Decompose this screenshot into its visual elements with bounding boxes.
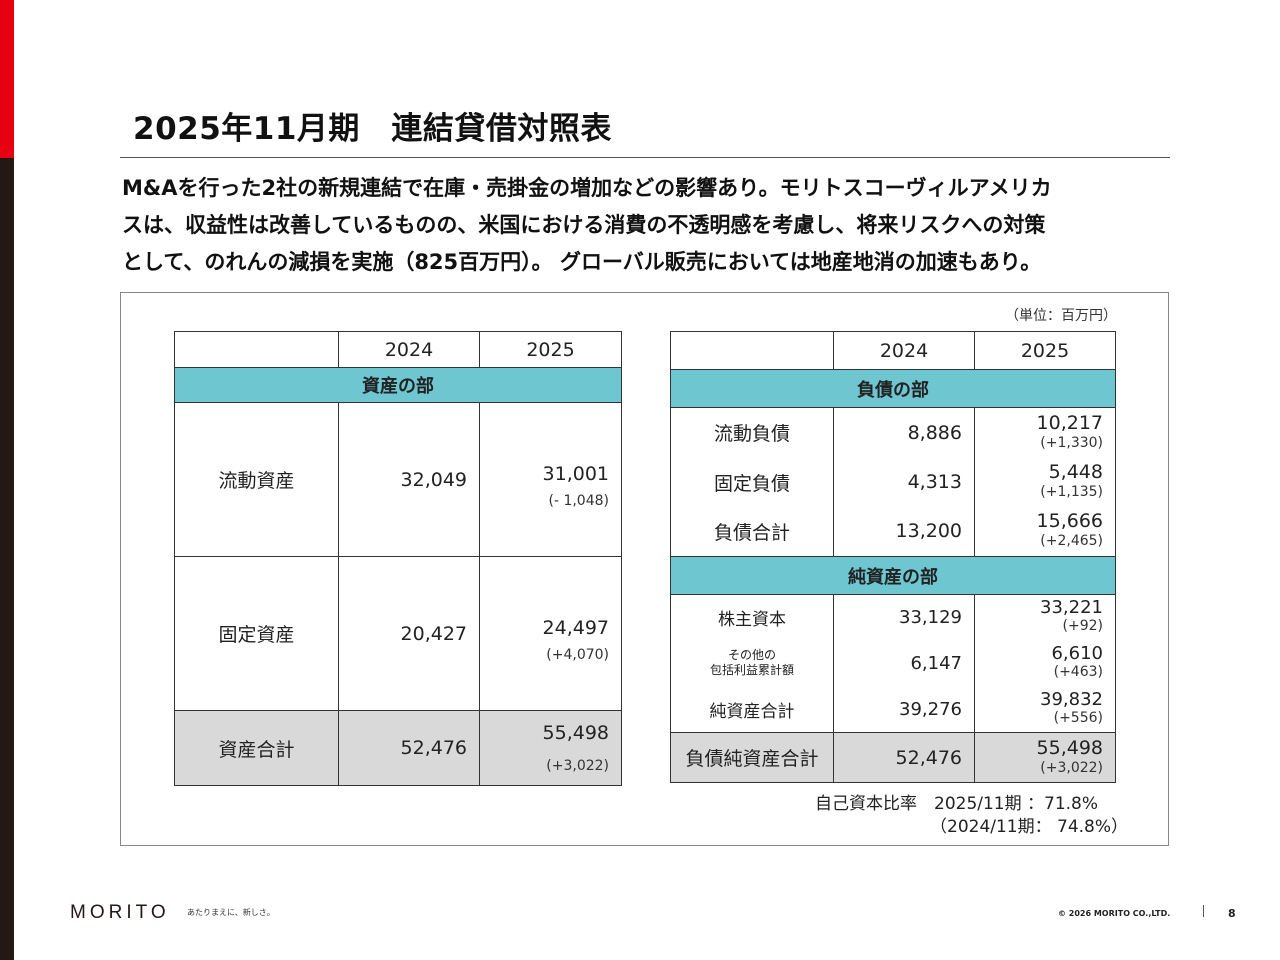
company-logo: MORITO [70, 902, 170, 923]
change-value: (+556) [1053, 710, 1103, 727]
section-heading: 負債の部 [670, 369, 1116, 408]
row-label: 流動負債 [670, 407, 834, 458]
value-2024: 32,049 [338, 402, 480, 557]
header-blank [670, 331, 834, 370]
table-row: 株主資本 33,129 33,221 (+92) [670, 594, 1116, 640]
total-row: 資産合計 52,476 55,498 (+3,022) [174, 710, 622, 786]
equity-ratio-current: 自己資本比率 2025/11期 ：71.8% [815, 794, 1099, 814]
value-2025: 15,666 [1036, 510, 1103, 533]
brand-accent-bar [0, 0, 14, 158]
table-row: 流動資産 32,049 31,001 (- 1,048) [174, 402, 622, 557]
header-blank [174, 331, 339, 368]
change-value: (+4,070) [546, 646, 609, 663]
liabilities-header-row: 2024 2025 [670, 331, 1116, 370]
row-label: 負債合計 [670, 506, 834, 557]
page-separator [1203, 905, 1204, 917]
section-heading: 純資産の部 [670, 556, 1116, 595]
table-row: 負債合計 13,200 15,666 (+2,465) [670, 506, 1116, 557]
value-2025: 5,448 [1048, 461, 1103, 483]
table-row: 固定資産 20,427 24,497 (+4,070) [174, 556, 622, 711]
company-slogan: あたりまえに、新しさ。 [187, 908, 275, 917]
row-label-cell: その他の 包括利益累計額 [670, 639, 834, 687]
assets-header-row: 2024 2025 [174, 331, 622, 368]
value-2025-cell: 55,498 (+3,022) [479, 710, 622, 786]
copyright: © 2026 MORITO CO.,LTD. [1058, 909, 1171, 918]
year-header: 2025 [974, 331, 1116, 370]
equity-ratio-prior: （2024/11期： 74.8%） [930, 817, 1129, 837]
value-2025: 31,001 [542, 462, 609, 485]
value-2024: 4,313 [833, 457, 975, 507]
value-2025: 33,221 [1040, 597, 1103, 619]
change-value: (+1,135) [1040, 484, 1103, 500]
unit-label: （単位：百万円） [1005, 308, 1117, 324]
change-value: (+463) [1053, 664, 1103, 680]
equity-section-row: 純資産の部 [670, 556, 1116, 595]
table-row: 純資産合計 39,276 39,832 (+556) [670, 686, 1116, 733]
liabilities-table: 2024 2025 負債の部 流動負債 8,886 10,217 (+1,330… [670, 331, 1116, 783]
value-2024: 6,147 [833, 639, 975, 687]
change-value: (+3,022) [1040, 759, 1103, 776]
row-label: 株主資本 [670, 594, 834, 640]
section-heading: 資産の部 [174, 367, 622, 403]
change-value: (- 1,048) [548, 492, 609, 509]
total-row: 負債純資産合計 52,476 55,498 (+3,022) [670, 732, 1116, 783]
value-2025: 55,498 [1036, 736, 1103, 759]
value-2025: 6,610 [1051, 643, 1103, 664]
equity-ratio-note: 自己資本比率 2025/11期 ：71.8% （2024/11期： 74.8%） [815, 793, 1128, 839]
year-header: 2024 [338, 331, 480, 368]
row-label: 固定負債 [670, 457, 834, 507]
value-2025-cell: 6,610 (+463) [974, 639, 1116, 687]
lead-paragraph: M&Aを行った2社の新規連結で在庫・売掛金の増加などの影響あり。モリトスコーヴィ… [122, 170, 1222, 281]
lead-line: M&Aを行った2社の新規連結で在庫・売掛金の増加などの影響あり。モリトスコーヴィ… [122, 176, 1052, 200]
value-2025-cell: 31,001 (- 1,048) [479, 402, 622, 557]
value-2025-cell: 24,497 (+4,070) [479, 556, 622, 711]
side-dark-bar [0, 158, 14, 960]
row-label: 負債純資産合計 [670, 732, 834, 783]
value-2025: 55,498 [542, 722, 609, 744]
value-2024: 20,427 [338, 556, 480, 711]
value-2024: 13,200 [833, 506, 975, 557]
row-label: 純資産合計 [670, 686, 834, 733]
value-2025: 10,217 [1036, 411, 1103, 434]
value-2024: 52,476 [833, 732, 975, 783]
value-2025-cell: 5,448 (+1,135) [974, 457, 1116, 507]
value-2024: 8,886 [833, 407, 975, 458]
title-divider [120, 157, 1170, 158]
change-value: (+1,330) [1040, 434, 1103, 451]
row-label-line: 包括利益累計額 [709, 663, 794, 677]
balance-sheet-frame [120, 292, 1169, 846]
row-label-line: その他の [727, 648, 776, 662]
value-2025-cell: 10,217 (+1,330) [974, 407, 1116, 458]
value-2025: 24,497 [542, 616, 609, 639]
table-row: 固定負債 4,313 5,448 (+1,135) [670, 457, 1116, 507]
value-2025: 39,832 [1040, 689, 1103, 711]
value-2025-cell: 15,666 (+2,465) [974, 506, 1116, 557]
row-label: 流動資産 [174, 402, 339, 557]
change-value: (+2,465) [1040, 533, 1103, 550]
year-header: 2025 [479, 331, 622, 368]
value-2025-cell: 33,221 (+92) [974, 594, 1116, 640]
value-2024: 39,276 [833, 686, 975, 733]
value-2024: 33,129 [833, 594, 975, 640]
table-row: その他の 包括利益累計額 6,147 6,610 (+463) [670, 639, 1116, 687]
lead-line: スは、収益性は改善しているものの、米国における消費の不透明感を考慮し、将来リスク… [122, 213, 1046, 237]
value-2025-cell: 55,498 (+3,022) [974, 732, 1116, 783]
page-title: 2025年11月期 連結貸借対照表 [133, 111, 612, 147]
row-label: 固定資産 [174, 556, 339, 711]
change-value: (+92) [1062, 618, 1103, 635]
assets-table: 2024 2025 資産の部 流動資産 32,049 31,001 (- 1,0… [174, 331, 622, 786]
lead-line: として、のれんの減損を実施（825百万円）。 グローバル販売においては地産地消の… [122, 250, 1042, 274]
assets-section-row: 資産の部 [174, 367, 622, 403]
row-label: 資産合計 [174, 710, 339, 786]
value-2025-cell: 39,832 (+556) [974, 686, 1116, 733]
liabilities-section-row: 負債の部 [670, 369, 1116, 408]
value-2024: 52,476 [338, 710, 480, 786]
year-header: 2024 [833, 331, 975, 370]
page-number: 8 [1228, 907, 1236, 920]
change-value: (+3,022) [546, 758, 609, 774]
table-row: 流動負債 8,886 10,217 (+1,330) [670, 407, 1116, 458]
